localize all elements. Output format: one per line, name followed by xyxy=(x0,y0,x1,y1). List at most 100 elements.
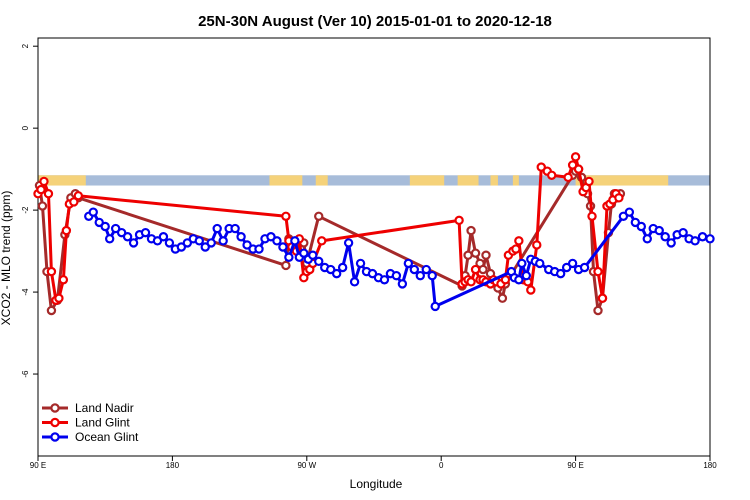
data-point-land-glint xyxy=(614,193,624,203)
data-point-land-nadir xyxy=(46,305,57,316)
data-point-land-glint xyxy=(454,215,464,226)
x-tick-label: 180 xyxy=(703,461,717,470)
data-point-ocean-glint xyxy=(409,264,420,275)
land-segment xyxy=(490,175,498,186)
data-point-land-glint xyxy=(470,264,481,275)
plot-frame xyxy=(37,37,711,457)
data-point-ocean-glint xyxy=(206,238,216,248)
data-point-ocean-glint xyxy=(636,221,647,232)
data-point-ocean-glint xyxy=(314,256,324,267)
land-segment xyxy=(315,175,328,186)
data-point-land-glint xyxy=(532,240,542,250)
data-point-ocean-glint xyxy=(343,238,354,248)
x-tick-label: 0 xyxy=(439,461,444,470)
data-point-ocean-glint xyxy=(337,262,348,273)
data-point-ocean-glint xyxy=(642,234,652,244)
data-point-ocean-glint xyxy=(284,252,294,262)
data-point-ocean-glint xyxy=(514,275,524,285)
data-point-ocean-glint xyxy=(403,258,414,269)
data-point-ocean-glint xyxy=(331,268,342,279)
data-point-ocean-glint xyxy=(140,227,151,238)
data-point-land-glint xyxy=(73,191,84,201)
data-point-ocean-glint xyxy=(690,236,700,246)
data-point-land-nadir xyxy=(481,250,491,260)
data-point-ocean-glint xyxy=(158,232,169,242)
data-point-ocean-glint xyxy=(349,277,360,287)
data-point-land-nadir xyxy=(463,250,473,260)
data-point-land-glint xyxy=(61,225,72,236)
data-point-ocean-glint xyxy=(116,227,127,238)
land-segment xyxy=(38,175,86,186)
data-point-land-glint xyxy=(58,275,69,285)
data-point-ocean-glint xyxy=(561,262,572,273)
data-point-ocean-glint xyxy=(630,217,641,228)
data-point-land-glint xyxy=(563,172,573,183)
data-point-ocean-glint xyxy=(100,221,110,232)
data-point-land-glint xyxy=(281,211,291,221)
data-point-land-glint xyxy=(567,160,578,170)
data-point-ocean-glint xyxy=(194,236,204,246)
data-point-ocean-glint xyxy=(427,270,437,281)
land-segment xyxy=(575,175,669,186)
chart-title: 25N-30N August (Ver 10) 2015-01-01 to 20… xyxy=(198,13,552,30)
land-segment xyxy=(409,175,445,186)
data-point-ocean-glint xyxy=(88,207,98,217)
data-point-ocean-glint xyxy=(517,258,527,269)
data-point-ocean-glint xyxy=(521,270,532,281)
data-point-ocean-glint xyxy=(128,238,139,248)
legend-swatch-marker xyxy=(50,417,60,428)
data-point-ocean-glint xyxy=(415,270,425,281)
series-layer xyxy=(33,152,715,316)
data-point-land-glint xyxy=(39,176,49,187)
y-tick-label: -6 xyxy=(21,370,30,378)
data-point-ocean-glint xyxy=(104,234,115,244)
data-point-land-nadir xyxy=(281,260,291,271)
data-point-ocean-glint xyxy=(242,240,252,250)
data-point-ocean-glint xyxy=(182,238,193,248)
data-point-land-glint xyxy=(69,197,79,207)
y-tick-label: 2 xyxy=(21,43,30,48)
data-point-land-glint xyxy=(597,293,608,303)
data-point-ocean-glint xyxy=(110,223,121,234)
x-tick-label: 90 W xyxy=(297,461,316,470)
legend-item-land-glint: Land Glint xyxy=(42,416,130,430)
legend-item-land-nadir: Land Nadir xyxy=(42,401,134,415)
data-point-ocean-glint xyxy=(391,270,402,281)
data-point-ocean-glint xyxy=(567,258,578,269)
data-point-land-glint xyxy=(317,236,327,246)
legend-item-ocean-glint: Ocean Glint xyxy=(42,430,139,444)
data-point-ocean-glint xyxy=(218,236,228,246)
data-point-land-glint xyxy=(584,176,594,187)
x-tick-label: 90 E xyxy=(30,461,46,470)
data-point-ocean-glint xyxy=(555,268,566,279)
data-point-ocean-glint xyxy=(705,234,715,244)
x-axis-label: Longitude xyxy=(350,477,403,491)
y-tick-label: 0 xyxy=(21,125,30,130)
data-point-ocean-glint xyxy=(660,232,670,242)
data-point-ocean-glint xyxy=(94,217,104,228)
data-point-ocean-glint xyxy=(278,242,288,252)
data-point-ocean-glint xyxy=(678,227,688,238)
data-point-ocean-glint xyxy=(164,238,175,248)
y-tick-label: -4 xyxy=(21,288,30,296)
data-point-ocean-glint xyxy=(618,211,629,221)
data-point-ocean-glint xyxy=(397,279,408,289)
data-point-ocean-glint xyxy=(624,207,635,217)
data-point-ocean-glint xyxy=(308,250,318,260)
data-point-land-nadir xyxy=(478,264,488,275)
land-sea-strip xyxy=(38,175,710,186)
data-point-ocean-glint xyxy=(254,244,264,254)
data-point-ocean-glint xyxy=(152,236,163,246)
data-point-land-nadir xyxy=(497,293,508,303)
data-point-land-glint xyxy=(547,170,557,180)
data-point-land-glint xyxy=(587,211,597,221)
data-point-land-glint xyxy=(573,164,584,174)
legend-label: Land Nadir xyxy=(75,401,134,415)
legend-label: Ocean Glint xyxy=(75,430,139,444)
data-point-ocean-glint xyxy=(535,258,545,269)
x-tick-label: 90 E xyxy=(567,461,583,470)
data-point-ocean-glint xyxy=(379,275,390,285)
data-point-land-nadir xyxy=(37,201,48,211)
legend-swatch-marker xyxy=(50,403,60,413)
